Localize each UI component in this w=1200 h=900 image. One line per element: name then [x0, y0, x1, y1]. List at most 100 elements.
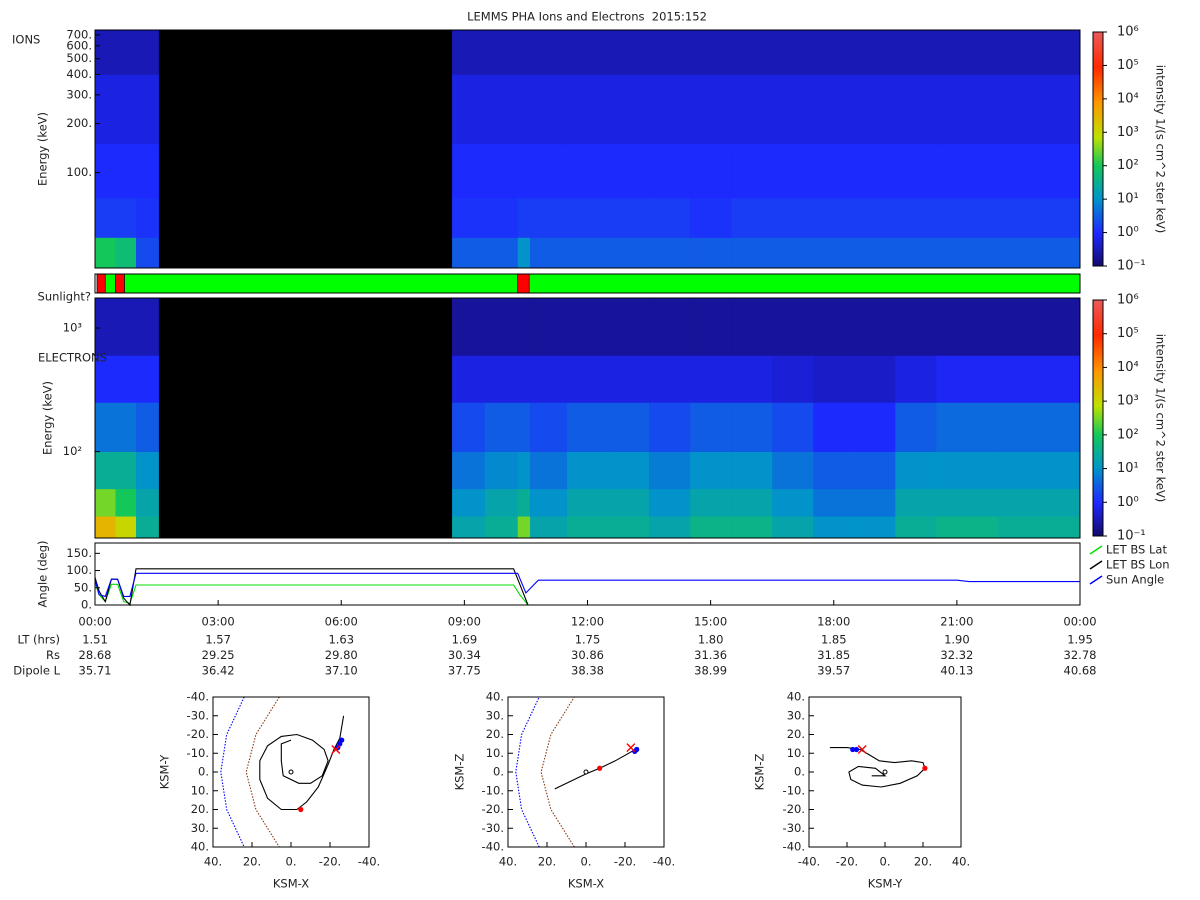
heatmap-cell [517, 516, 531, 539]
heatmap-cell [649, 355, 691, 403]
heatmap-cell [608, 516, 650, 539]
heatmap-cell [997, 451, 1081, 490]
heatmap-cell [936, 402, 999, 452]
heatmap-cell [484, 30, 519, 75]
heatmap-cell [690, 30, 732, 75]
y-axis-label: KSM-Z [453, 753, 467, 790]
heatmap-cell [772, 298, 814, 356]
y-tick-label: 10. [191, 783, 209, 797]
heatmap-cell [530, 74, 568, 145]
point-marker [298, 806, 304, 813]
y-tick-label: -40. [783, 840, 805, 854]
colorbar-tick-label: 10⁵ [1117, 326, 1139, 341]
heatmap-cell [608, 451, 650, 490]
heatmap-cell [95, 451, 116, 490]
heatmap-cell [95, 298, 116, 356]
heatmap-cell [530, 488, 568, 517]
legend-swatch [1089, 575, 1103, 585]
y-tick-label: -10. [187, 746, 209, 760]
legend-swatch [1089, 545, 1103, 555]
heatmap-cell [731, 30, 773, 75]
heatmap-cell [997, 143, 1081, 199]
colorbar-tick-label: 10⁵ [1117, 58, 1139, 73]
heatmap-cell [731, 143, 773, 199]
ephemeris-value: 1.80 [698, 633, 724, 647]
y-tick-label: 500. [66, 51, 92, 65]
heatmap-cell [936, 197, 999, 238]
point-marker [597, 765, 603, 771]
heatmap-cell [731, 74, 773, 145]
heatmap-cell [895, 30, 937, 75]
y-tick-label: 20. [486, 727, 504, 741]
heatmap-cell [517, 298, 531, 356]
heatmap-cell [772, 451, 814, 490]
heatmap-cell [566, 74, 609, 145]
x-tick-label: 20. [914, 855, 932, 869]
heatmap-cell [649, 488, 691, 517]
x-tick-label: 09:00 [448, 615, 481, 629]
ephemeris-value: 32.32 [940, 648, 973, 662]
x-tick-label: 0. [581, 855, 592, 869]
heatmap-cell [136, 451, 159, 490]
panel-label: ELECTRONS [38, 351, 107, 365]
heatmap-cell [997, 237, 1081, 269]
ephemeris-value: 30.34 [448, 648, 481, 662]
heatmap-cell [136, 74, 159, 145]
x-tick-label: -40. [358, 855, 380, 869]
ephemeris-label: Rs [46, 648, 60, 662]
heatmap-cell [530, 355, 568, 403]
y-tick-label: -30. [482, 821, 504, 835]
colorbar-tick-label: 10¹ [1117, 461, 1139, 476]
heatmap-cell [530, 30, 568, 75]
y-tick-label: -20. [187, 727, 209, 741]
heatmap-cell [997, 516, 1081, 539]
cross-marker [626, 743, 636, 753]
y-tick-label: 10. [486, 746, 504, 760]
heatmap-cell [772, 74, 814, 145]
ephemeris-value: 31.85 [817, 648, 850, 662]
y-tick-label: 0. [794, 765, 805, 779]
heatmap-cell [772, 237, 814, 269]
x-tick-label: 12:00 [571, 615, 604, 629]
x-tick-label: -20. [319, 855, 341, 869]
legend-label: Sun Angle [1106, 573, 1164, 587]
heatmap-cell [772, 516, 814, 539]
heatmap-cell [95, 197, 116, 238]
planet-marker [583, 769, 589, 775]
x-tick-label: -40. [653, 855, 675, 869]
ephemeris-value: 1.75 [575, 633, 601, 647]
ephemeris-value: 1.57 [205, 633, 231, 647]
heatmap-cell [690, 237, 732, 269]
heatmap-cell [649, 402, 691, 452]
heatmap-cell [690, 516, 732, 539]
ephemeris-value: 37.75 [448, 664, 481, 678]
y-tick-label: 10² [63, 444, 82, 458]
heatmap-cell [136, 402, 159, 452]
heatmap-cell [115, 488, 137, 517]
ephemeris-value: 31.36 [694, 648, 727, 662]
y-tick-label: -20. [783, 802, 805, 816]
heatmap-cell [813, 237, 855, 269]
colorbar-label: intensity 1/(s cm^2 ster keV) [1154, 65, 1168, 234]
x-tick-label: 0. [880, 855, 891, 869]
y-tick-label: 40. [191, 840, 209, 854]
heatmap-cell [566, 298, 609, 356]
heatmap-cell [517, 143, 531, 199]
heatmap-cell [936, 488, 999, 517]
y-tick-label: 30. [191, 821, 209, 835]
ephemeris-label: Dipole L [13, 664, 60, 678]
heatmap-cell [608, 197, 650, 238]
heatmap-cell [530, 516, 568, 539]
y-tick-label: 0. [81, 598, 92, 612]
colorbar-tick-label: 10⁰ [1117, 495, 1139, 510]
heatmap-cell [517, 237, 531, 269]
legend-swatch [1089, 560, 1103, 570]
heatmap-cell [136, 516, 159, 539]
ephemeris-value: 40.13 [940, 664, 973, 678]
heatmap-cell [649, 298, 691, 356]
heatmap-cell [484, 516, 519, 539]
heatmap-cell [997, 355, 1081, 403]
heatmap-cell [854, 402, 896, 452]
y-tick-label: 0. [493, 765, 504, 779]
heatmap-cell [936, 74, 999, 145]
